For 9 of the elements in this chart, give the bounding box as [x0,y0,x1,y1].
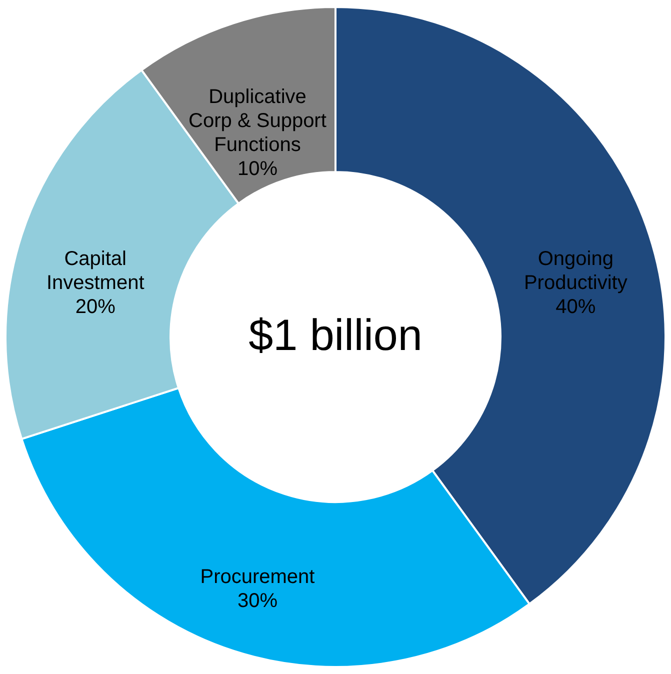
data-label: 40% [556,296,596,318]
data-label: 20% [75,296,116,318]
slice-label: Duplicative Corp & Support Functions [188,86,327,156]
slice-label: Procurement [200,566,316,588]
slice-label: Capital Investment [46,248,145,294]
slice-label: Ongoing Productivity [524,248,628,294]
data-label: 30% [237,590,278,612]
text: $1 billion [248,311,422,360]
data-label: 10% [237,158,278,180]
